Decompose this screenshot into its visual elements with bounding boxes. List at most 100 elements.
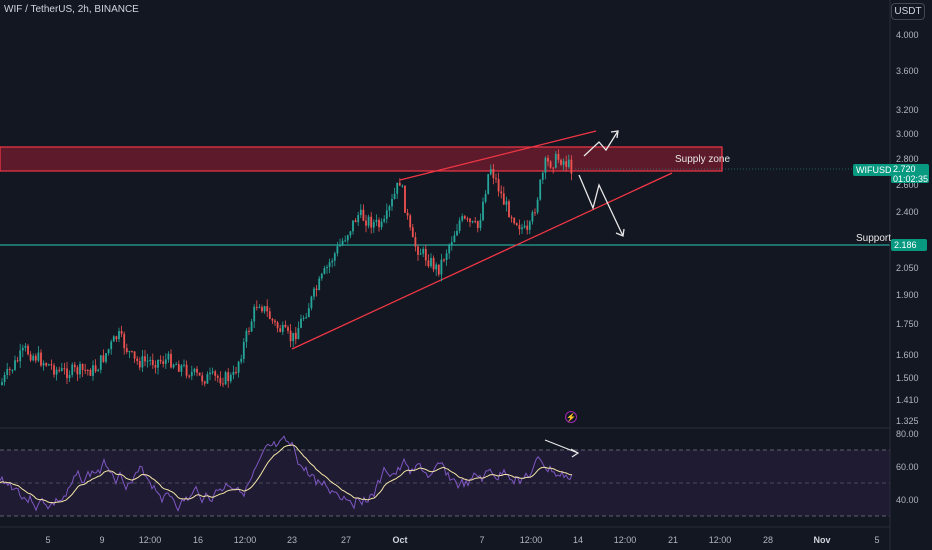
currency-button[interactable]: USDT — [891, 3, 925, 20]
bullish-arrow-head — [610, 130, 619, 139]
candle-body — [526, 225, 529, 230]
candle-body — [393, 193, 396, 199]
candle-body — [136, 358, 139, 362]
candle-body — [118, 331, 120, 340]
candle-body — [42, 363, 45, 366]
candle-body — [365, 220, 367, 226]
candle-body — [310, 296, 313, 309]
candle-body — [203, 381, 206, 384]
supply-zone-label[interactable]: Supply zone — [675, 154, 731, 165]
candle-body — [430, 257, 432, 267]
candle-body — [120, 331, 123, 334]
candle-body — [396, 182, 399, 194]
bar-countdown: 01:02:35 — [893, 174, 929, 184]
candle-body — [21, 347, 24, 351]
candle-body — [112, 336, 115, 342]
candle-body — [214, 371, 217, 376]
price-tick: 4.000 — [896, 30, 919, 40]
candle-body — [510, 217, 513, 219]
candle-body — [237, 361, 240, 373]
candle-body — [328, 262, 331, 267]
candle-body — [79, 363, 81, 375]
candle-body — [463, 216, 466, 219]
candle-body — [541, 172, 544, 180]
price-tick: 2.600 — [896, 180, 919, 190]
candle-body — [47, 364, 50, 366]
candle-body — [445, 253, 448, 261]
bullish-path-arrow[interactable] — [583, 130, 619, 157]
candle-body — [172, 364, 175, 368]
candle-body — [27, 345, 29, 355]
candle-body — [352, 220, 354, 232]
time-tick: 12:00 — [138, 535, 162, 545]
candle-body — [398, 182, 401, 186]
candle-body — [123, 333, 126, 349]
candle-body — [211, 371, 214, 373]
candle-body — [71, 364, 74, 375]
candle-body — [258, 307, 261, 309]
candle-body — [16, 360, 19, 362]
lightning-icon[interactable]: ⚡ — [565, 411, 577, 423]
candle-body — [131, 351, 133, 353]
candle-body — [125, 348, 128, 353]
rsi-divergence-arrow[interactable] — [544, 439, 579, 454]
time-tick: 23 — [286, 535, 298, 545]
candle-body — [34, 355, 37, 361]
candle-body — [414, 237, 417, 247]
candle-body — [266, 306, 269, 312]
candle-body — [248, 330, 250, 332]
price-tick: 1.500 — [896, 373, 919, 383]
rsi-ma-line[interactable] — [0, 444, 573, 504]
candle-body — [547, 157, 549, 162]
candle-body — [513, 217, 516, 224]
supply-zone[interactable] — [0, 146, 723, 172]
candle-body — [417, 246, 419, 255]
time-tick: Nov — [813, 535, 831, 545]
time-tick: 12:00 — [519, 535, 543, 545]
candle-body — [14, 360, 16, 370]
candle-body — [222, 383, 224, 385]
candle-body — [539, 179, 542, 200]
candle-body — [523, 225, 526, 228]
candle-body — [344, 240, 347, 242]
symbol-title[interactable]: WIF / TetherUS, 2h, BINANCE — [4, 4, 139, 15]
candle-body — [505, 201, 508, 205]
candle-body — [281, 324, 284, 332]
time-tick: 9 — [99, 535, 105, 545]
candle-body — [385, 210, 388, 219]
candle-body — [378, 219, 380, 228]
candle-body — [531, 212, 534, 222]
candle-body — [333, 253, 336, 261]
candle-body — [219, 377, 222, 384]
rsi-line[interactable] — [0, 435, 573, 512]
candle-body — [419, 253, 422, 255]
wedge-lower-line[interactable] — [291, 172, 673, 350]
candle-body — [102, 355, 105, 362]
candle-body — [450, 242, 453, 246]
last-price-tag: 2.720 01:02:35 — [891, 164, 929, 184]
candle-body — [146, 360, 149, 362]
candle-body — [154, 365, 157, 368]
candle-body — [240, 358, 243, 362]
wedge-upper-line[interactable] — [399, 130, 597, 181]
candle-body — [3, 374, 6, 383]
candle-body — [105, 353, 107, 362]
bearish-arrow-head — [615, 228, 625, 237]
candle-body — [1, 382, 3, 385]
candle-body — [185, 364, 188, 376]
candle-body — [175, 364, 178, 366]
candle-body — [487, 174, 490, 194]
candle-body — [357, 215, 360, 223]
time-tick: Oct — [392, 535, 408, 545]
candle-body — [492, 169, 495, 179]
bearish-path-arrow[interactable] — [578, 174, 624, 237]
candle-body — [549, 161, 552, 168]
candle-body — [63, 368, 66, 370]
candlestick-series[interactable] — [1, 149, 573, 388]
support-label[interactable]: Support — [856, 233, 892, 244]
candle-body — [375, 219, 378, 223]
candle-body — [284, 324, 287, 328]
candle-body — [354, 220, 357, 223]
candle-body — [370, 216, 373, 228]
